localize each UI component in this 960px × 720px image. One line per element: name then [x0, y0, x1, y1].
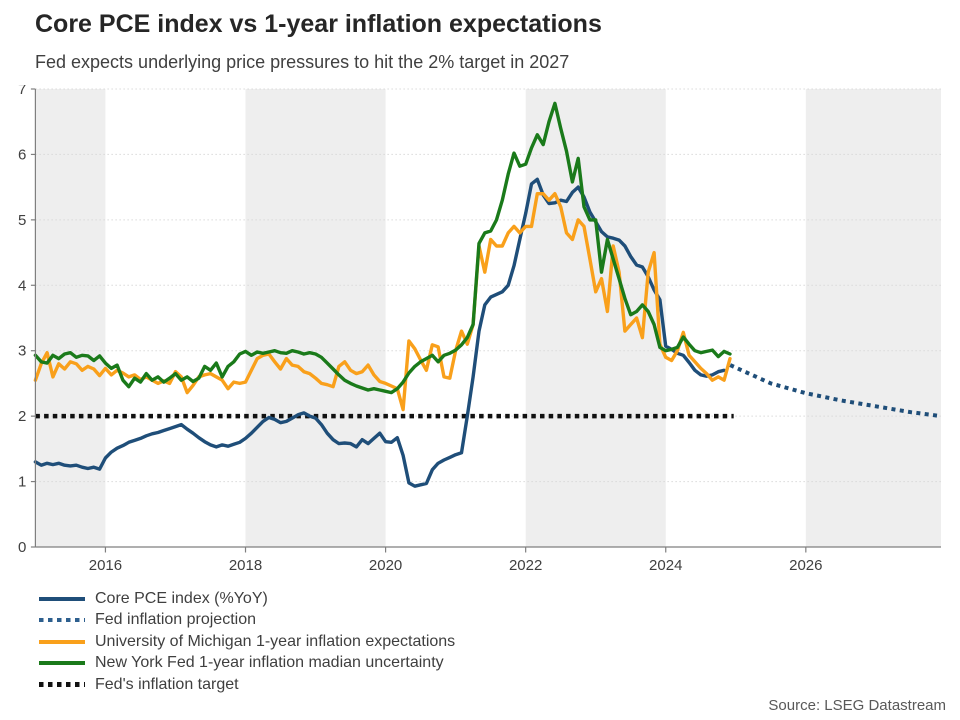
y-tick-label: 4 — [18, 277, 26, 294]
line-chart-plot: 0 1 2 3 4 5 6 7 2016 2018 2020 2022 2024 2026 — [18, 85, 942, 574]
chart-legend: Core PCE index (%YoY) Fed inflation proj… — [39, 588, 455, 696]
x-tick-label: 2024 — [649, 557, 682, 574]
fed-projection-line — [729, 363, 942, 419]
x-tick-label: 2020 — [369, 557, 402, 574]
legend-label: Core PCE index (%YoY) — [95, 589, 268, 607]
y-tick-label: 1 — [18, 474, 26, 491]
legend-line-sample-core-pce — [39, 596, 85, 601]
x-tick-label: 2018 — [229, 557, 262, 574]
legend-line-sample-fed-projection — [39, 618, 85, 623]
x-tick-label: 2026 — [789, 557, 822, 574]
legend-label: New York Fed 1-year inflation madian unc… — [95, 654, 444, 672]
year-shading-band — [805, 89, 941, 547]
legend-item-nyfed: New York Fed 1-year inflation madian unc… — [39, 653, 455, 675]
nyfed-expectations-line — [33, 101, 732, 395]
legend-label: Fed's inflation target — [95, 675, 239, 693]
y-tick-label: 5 — [18, 212, 26, 229]
x-tick-label: 2016 — [89, 557, 122, 574]
legend-item-fed-projection: Fed inflation projection — [39, 610, 455, 632]
legend-line-sample-nyfed — [39, 661, 85, 666]
legend-item-fed-target: Fed's inflation target — [39, 674, 455, 696]
y-tick-label: 6 — [18, 146, 26, 163]
chart-subtitle: Fed expects underlying price pressures t… — [35, 52, 570, 72]
y-tick-label: 2 — [18, 408, 26, 425]
core-pce-line — [33, 177, 726, 488]
legend-label: University of Michigan 1-year inflation … — [95, 632, 456, 650]
legend-label: Fed inflation projection — [95, 611, 256, 629]
legend-line-sample-fed-target — [39, 682, 85, 688]
legend-item-umich: University of Michigan 1-year inflation … — [39, 631, 455, 653]
legend-line-sample-umich — [39, 639, 85, 644]
year-shading-band — [245, 89, 386, 547]
x-tick-label: 2022 — [509, 557, 542, 574]
chart-title: Core PCE index vs 1-year inflation expec… — [35, 10, 602, 38]
y-tick-label: 7 — [18, 85, 26, 98]
source-credit: Source: LSEG Datastream — [768, 697, 946, 714]
legend-item-core-pce: Core PCE index (%YoY) — [39, 588, 455, 610]
y-tick-label: 0 — [18, 539, 26, 556]
year-shading-band — [35, 89, 106, 547]
y-tick-label: 3 — [18, 343, 26, 360]
